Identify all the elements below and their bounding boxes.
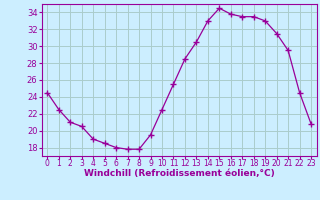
X-axis label: Windchill (Refroidissement éolien,°C): Windchill (Refroidissement éolien,°C) (84, 169, 275, 178)
